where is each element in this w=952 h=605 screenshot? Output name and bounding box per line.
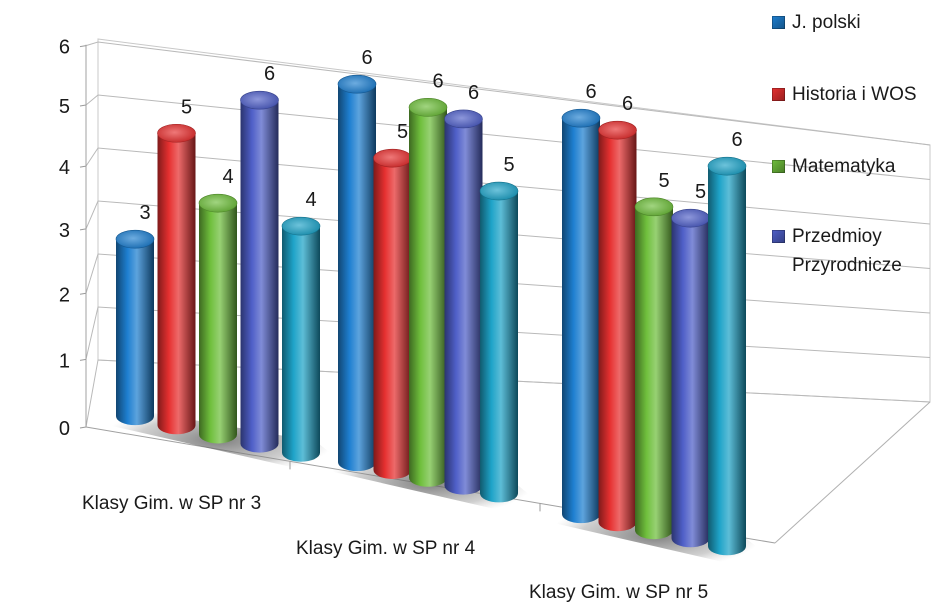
legend-label: Matematyka [792, 156, 896, 177]
bar [561, 108, 601, 524]
legend-swatch [772, 88, 785, 101]
bar [198, 193, 238, 444]
bar-top [281, 216, 321, 236]
bar-top [240, 90, 279, 110]
bar-top [157, 123, 196, 143]
bar [444, 109, 483, 495]
gridline [85, 94, 931, 180]
y-tick-mark [79, 292, 87, 295]
x-tick-labels: Klasy Gim. w SP nr 3 Klasy Gim. w SP nr 4… [82, 493, 708, 603]
bar-body [282, 226, 320, 462]
y-tick-mark [79, 165, 87, 168]
bar-top [598, 120, 637, 140]
data-label: 6 [622, 93, 633, 115]
y-tick-label: 6 [59, 37, 70, 59]
bar-top [373, 148, 412, 168]
data-label: 6 [731, 129, 742, 151]
floor-right-edge [774, 401, 931, 544]
bar-body [116, 239, 154, 426]
bar [373, 148, 412, 479]
data-label: 6 [585, 81, 596, 103]
data-label: 6 [361, 47, 372, 69]
data-labels: 3 5 4 6 4 6 5 6 6 5 6 6 5 5 6 [139, 47, 742, 224]
bar-top [444, 109, 483, 129]
data-label: 6 [432, 70, 443, 92]
bar [157, 123, 196, 435]
bar-top [337, 74, 377, 94]
bar-top [198, 193, 238, 213]
bar-body [480, 191, 518, 503]
bar-body [199, 203, 237, 444]
y-tick-mark [79, 426, 87, 429]
legend-swatch [772, 230, 785, 243]
y-tick-label: 0 [59, 418, 70, 440]
legend-label: Przedmioy Przyrodnicze [792, 226, 902, 276]
data-label: 6 [468, 82, 479, 104]
y-tick-label: 3 [59, 220, 70, 242]
data-label: 5 [503, 154, 514, 176]
bar-top [707, 156, 747, 176]
bar [408, 98, 448, 487]
bar [337, 74, 377, 472]
legend-item-matematyka: Matematyka [772, 152, 895, 181]
legend-label: J. polski [792, 12, 861, 33]
bar-body [598, 130, 637, 532]
y-tick-mark [79, 104, 87, 107]
data-label: 6 [264, 63, 275, 85]
bar [281, 216, 321, 462]
x-tick-label: Klasy Gim. w SP nr 4 [296, 538, 476, 559]
x-tick-label: Klasy Gim. w SP nr 3 [82, 493, 261, 514]
bar-top [115, 229, 155, 249]
data-label: 5 [181, 96, 192, 118]
y-tick-mark [79, 228, 87, 231]
bar-body [444, 118, 483, 495]
bar-top [634, 197, 674, 217]
bar-top [408, 98, 448, 117]
bar-top [479, 181, 519, 201]
data-label: 3 [139, 202, 150, 224]
bar-body [157, 133, 196, 435]
bar-body [635, 206, 673, 540]
bar-top [671, 208, 710, 228]
bar-body [562, 118, 600, 524]
bar-body [240, 100, 279, 453]
y-tick-mark [79, 358, 87, 361]
data-label: 5 [397, 121, 408, 143]
bar [240, 90, 279, 453]
data-label: 4 [222, 166, 233, 188]
bar [671, 208, 710, 548]
bars [115, 74, 747, 556]
bar [115, 229, 155, 426]
legend-item-przedmioy-przyrodnicze: Przedmioy Przyrodnicze [772, 222, 942, 280]
legend-swatch [772, 16, 785, 29]
x-tick-label: Klasy Gim. w SP nr 5 [529, 582, 708, 603]
y-tick-label: 5 [59, 96, 70, 118]
bar-body [338, 84, 376, 472]
bar [479, 181, 519, 503]
legend-label: Historia i WOS [792, 84, 917, 105]
bar-body [708, 166, 746, 556]
data-label: 4 [305, 189, 316, 211]
bar-body [409, 107, 447, 487]
data-label: 5 [658, 170, 669, 192]
bar-body [671, 218, 710, 548]
bar [707, 156, 747, 556]
y-tick-mark [79, 45, 87, 48]
gridline [85, 41, 931, 146]
legend-swatch [772, 160, 785, 173]
y-tick-labels: 0 1 2 3 4 5 6 [59, 37, 70, 440]
bar-body [373, 158, 412, 479]
y-tick-label: 1 [59, 350, 70, 372]
bar-top [561, 108, 601, 128]
bar [634, 197, 674, 540]
legend-item-j-polski: J. polski [772, 8, 861, 37]
y-tick-label: 4 [59, 157, 70, 179]
data-label: 5 [695, 181, 706, 203]
y-tick-label: 2 [59, 284, 70, 306]
bar [598, 120, 637, 532]
legend-item-historia-i-wos: Historia i WOS [772, 80, 917, 109]
